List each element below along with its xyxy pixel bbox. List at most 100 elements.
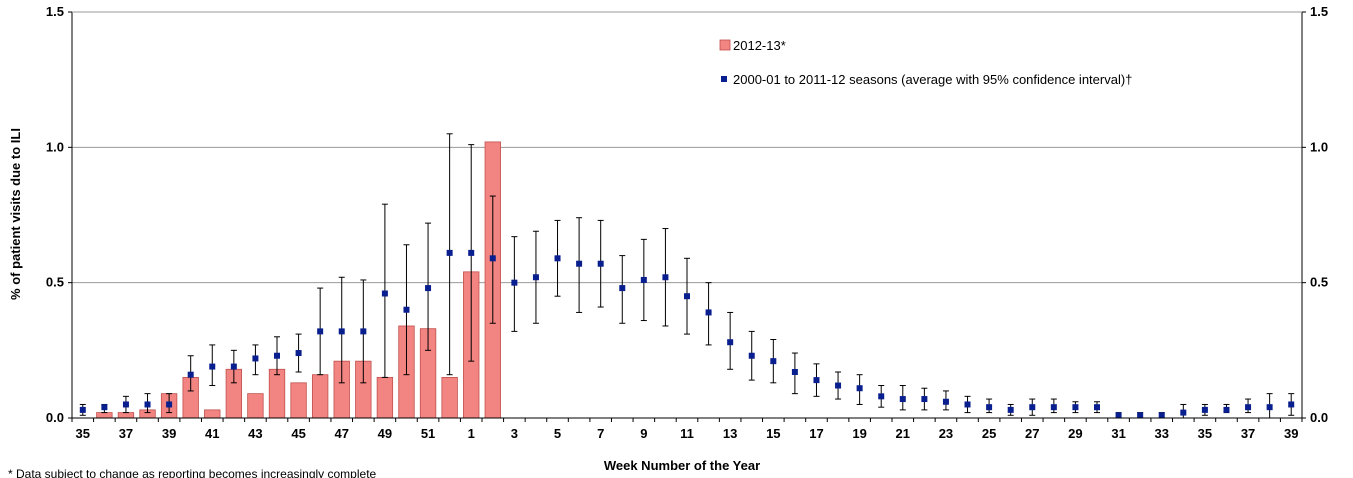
x-axis-title: Week Number of the Year xyxy=(604,458,760,473)
average-point xyxy=(1029,404,1036,411)
average-point xyxy=(101,404,108,411)
average-point xyxy=(1137,412,1144,419)
average-point xyxy=(79,406,86,413)
average-point xyxy=(878,393,885,400)
x-tick-label: 35 xyxy=(1198,426,1212,441)
x-tick-label: 19 xyxy=(852,426,866,441)
average-point xyxy=(360,328,367,335)
average-point xyxy=(1072,404,1079,411)
average-point xyxy=(468,249,475,256)
bar xyxy=(204,409,221,419)
average-point xyxy=(791,368,798,375)
bar-series xyxy=(96,141,501,419)
average-point xyxy=(1007,406,1014,413)
bar xyxy=(376,376,394,419)
average-point xyxy=(425,285,432,292)
y-axis-title: % of patient visits due to ILI xyxy=(8,128,23,300)
average-point xyxy=(295,350,302,357)
x-tick-label: 17 xyxy=(809,426,823,441)
x-tick-label: 45 xyxy=(291,426,305,441)
average-point xyxy=(532,274,539,281)
bar xyxy=(311,374,329,419)
bar xyxy=(268,368,286,419)
average-point xyxy=(144,401,151,408)
x-tick-label: 35 xyxy=(76,426,90,441)
x-tick-label: 41 xyxy=(205,426,219,441)
average-point xyxy=(899,396,906,403)
average-point xyxy=(252,355,259,362)
y-tick-label: 1.5 xyxy=(46,4,64,19)
average-point xyxy=(1223,406,1230,413)
average-point xyxy=(813,377,820,384)
x-tick-label: 5 xyxy=(554,426,561,441)
y-right-tick-label: 0.0 xyxy=(1310,410,1328,425)
axes xyxy=(68,11,1306,422)
x-tick-label: 33 xyxy=(1155,426,1169,441)
average-point xyxy=(1245,404,1252,411)
average-point xyxy=(619,285,626,292)
footnote: * Data subject to change as reporting be… xyxy=(8,467,377,478)
average-point xyxy=(317,328,324,335)
average-point xyxy=(727,339,734,346)
average-point xyxy=(684,293,690,300)
average-point xyxy=(209,363,216,370)
average-point xyxy=(942,398,949,405)
y-right-tick-label: 1.5 xyxy=(1310,4,1328,19)
tick-labels: 0.0 0.00.5 0.51.0 1.01.5 1.535 37 39 41 43 45 47 49… xyxy=(46,4,1328,441)
average-point xyxy=(921,396,928,403)
average-point xyxy=(122,401,129,408)
average-point xyxy=(446,249,453,256)
x-tick-label: 49 xyxy=(378,426,392,441)
average-point xyxy=(986,404,993,411)
average-point xyxy=(662,274,669,281)
y-right-tick-label: 1.0 xyxy=(1310,139,1328,154)
x-tick-label: 13 xyxy=(723,426,737,441)
x-tick-label: 1 xyxy=(468,426,475,441)
x-tick-label: 23 xyxy=(939,426,953,441)
x-tick-label: 31 xyxy=(1111,426,1125,441)
x-tick-label: 25 xyxy=(982,426,996,441)
average-point xyxy=(1094,404,1100,411)
legend-label-average: 2000-01 to 2011-12 seasons (average with… xyxy=(733,72,1132,87)
x-tick-label: 37 xyxy=(119,426,133,441)
x-tick-label: 39 xyxy=(162,426,176,441)
x-tick-label: 27 xyxy=(1025,426,1039,441)
average-point xyxy=(403,306,410,313)
x-tick-label: 15 xyxy=(766,426,780,441)
average-point xyxy=(230,363,237,370)
x-tick-label: 7 xyxy=(597,426,604,441)
average-point xyxy=(640,276,647,283)
grid-lines xyxy=(72,11,1302,284)
average-point xyxy=(1050,404,1057,411)
x-tick-label: 3 xyxy=(511,426,518,441)
legend-label-bars: 2012-13* xyxy=(733,38,786,53)
errorbar-series xyxy=(79,133,1295,419)
bar xyxy=(117,412,135,419)
average-point xyxy=(381,290,388,297)
bar xyxy=(247,393,264,419)
x-tick-label: 11 xyxy=(680,426,694,441)
average-point xyxy=(835,382,842,389)
average-point xyxy=(705,309,712,316)
average-point xyxy=(1266,404,1273,411)
average-point xyxy=(1158,412,1165,419)
average-point xyxy=(576,260,583,267)
y-right-tick-label: 0.5 xyxy=(1310,275,1328,290)
x-tick-label: 21 xyxy=(896,426,910,441)
average-point xyxy=(1115,412,1122,419)
average-point xyxy=(554,255,561,262)
bar xyxy=(441,376,458,419)
y-tick-label: 0.5 xyxy=(46,275,64,290)
average-point xyxy=(1201,406,1208,413)
average-point xyxy=(1288,401,1295,408)
x-tick-label: 43 xyxy=(248,426,262,441)
x-tick-label: 51 xyxy=(421,426,435,441)
average-point xyxy=(748,352,755,359)
legend-swatch-bars xyxy=(719,39,731,51)
average-point xyxy=(856,385,863,392)
x-tick-label: 39 xyxy=(1284,426,1298,441)
average-point xyxy=(1180,409,1187,416)
bar xyxy=(96,412,113,419)
x-tick-label: 9 xyxy=(640,426,647,441)
